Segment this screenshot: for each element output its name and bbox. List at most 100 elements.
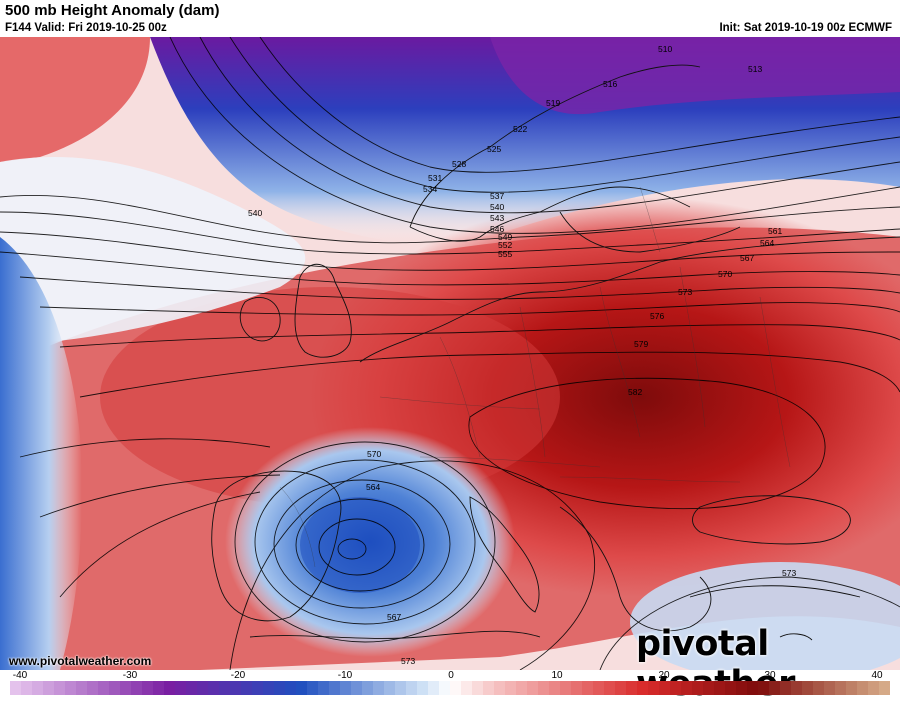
contour-label: 528 <box>452 159 466 169</box>
colorbar-swatch <box>824 681 836 695</box>
colorbar-swatch <box>582 681 594 695</box>
colorbar-swatch <box>846 681 858 695</box>
contour-label: 540 <box>490 202 504 212</box>
colorbar <box>10 681 890 695</box>
contour-label: 579 <box>634 339 648 349</box>
colorbar-swatch <box>505 681 517 695</box>
colorbar-swatch <box>197 681 209 695</box>
colorbar-tick: 40 <box>871 670 883 681</box>
contour-label: 546 <box>490 224 504 234</box>
colorbar-swatch <box>758 681 770 695</box>
colorbar-swatch <box>417 681 429 695</box>
contour-label: 564 <box>760 238 774 248</box>
colorbar-swatch <box>21 681 33 695</box>
contour-label: 564 <box>366 482 380 492</box>
contour-label: 534 <box>423 184 437 194</box>
colorbar-swatch <box>120 681 132 695</box>
colorbar-swatch <box>879 681 890 695</box>
colorbar-swatch <box>494 681 506 695</box>
colorbar-swatch <box>747 681 759 695</box>
colorbar-swatch <box>87 681 99 695</box>
colorbar-swatch <box>175 681 187 695</box>
colorbar-swatch <box>835 681 847 695</box>
contour-label: 531 <box>428 173 442 183</box>
colorbar-swatch <box>681 681 693 695</box>
colorbar-tick: 20 <box>658 670 670 681</box>
colorbar-swatch <box>186 681 198 695</box>
colorbar-swatch <box>76 681 88 695</box>
colorbar-swatch <box>637 681 649 695</box>
colorbar-tick: -40 <box>12 670 28 681</box>
colorbar-swatch <box>725 681 737 695</box>
colorbar-swatch <box>736 681 748 695</box>
colorbar-swatch <box>813 681 825 695</box>
contour-label: 570 <box>367 449 381 459</box>
colorbar-swatch <box>780 681 792 695</box>
contour-label: 576 <box>650 311 664 321</box>
colorbar-swatch <box>241 681 253 695</box>
contour-label: 525 <box>487 144 501 154</box>
colorbar-swatch <box>384 681 396 695</box>
colorbar-swatch <box>626 681 638 695</box>
colorbar-swatch <box>560 681 572 695</box>
colorbar-swatch <box>395 681 407 695</box>
colorbar-swatch <box>131 681 143 695</box>
contour-label: 510 <box>658 44 672 54</box>
contour-label: 561 <box>768 226 782 236</box>
contour-label: 555 <box>498 249 512 259</box>
colorbar-swatch <box>142 681 154 695</box>
colorbar-swatch <box>472 681 484 695</box>
colorbar-swatch <box>549 681 561 695</box>
colorbar-swatch <box>648 681 660 695</box>
contour-label: 543 <box>490 213 504 223</box>
colorbar-swatch <box>439 681 451 695</box>
colorbar-swatch <box>406 681 418 695</box>
colorbar-tick: 30 <box>764 670 776 681</box>
colorbar-swatch <box>428 681 440 695</box>
colorbar-swatch <box>769 681 781 695</box>
colorbar-tick: -20 <box>230 670 246 681</box>
colorbar-swatch <box>571 681 583 695</box>
colorbar-swatch <box>538 681 550 695</box>
colorbar-swatch <box>714 681 726 695</box>
contour-label: 582 <box>628 387 642 397</box>
colorbar-swatch <box>483 681 495 695</box>
contour-label: 549 <box>498 232 512 242</box>
colorbar-swatch <box>593 681 605 695</box>
contour-label: 513 <box>748 64 762 74</box>
colorbar-swatch <box>329 681 341 695</box>
colorbar-swatch <box>516 681 528 695</box>
colorbar-swatch <box>692 681 704 695</box>
colorbar-swatch <box>527 681 539 695</box>
colorbar-swatch <box>373 681 385 695</box>
colorbar-swatch <box>461 681 473 695</box>
colorbar-swatch <box>450 681 462 695</box>
colorbar-tick: -30 <box>122 670 138 681</box>
colorbar-swatch <box>670 681 682 695</box>
colorbar-swatch <box>307 681 319 695</box>
contour-label: 516 <box>603 79 617 89</box>
colorbar-tick: 0 <box>448 670 454 681</box>
colorbar-swatch <box>318 681 330 695</box>
map-title: 500 mb Height Anomaly (dam) <box>5 2 220 19</box>
colorbar-swatch <box>791 681 803 695</box>
website-url: www.pivotalweather.com <box>9 654 152 668</box>
colorbar-swatch <box>340 681 352 695</box>
colorbar-swatch <box>615 681 627 695</box>
contour-label: 537 <box>490 191 504 201</box>
colorbar-swatch <box>153 681 165 695</box>
colorbar-swatch <box>65 681 77 695</box>
colorbar-swatch <box>10 681 22 695</box>
colorbar-swatch <box>362 681 374 695</box>
colorbar-swatch <box>98 681 110 695</box>
colorbar-tick: 10 <box>551 670 563 681</box>
colorbar-swatch <box>285 681 297 695</box>
anomaly-map: 510 513 516 519 522 525 528 531 534 537 … <box>0 37 900 670</box>
contour-label: 567 <box>740 253 754 263</box>
colorbar-swatch <box>54 681 66 695</box>
colorbar-swatch <box>703 681 715 695</box>
colorbar-swatch <box>252 681 264 695</box>
colorbar-swatch <box>208 681 220 695</box>
contour-label: 573 <box>678 287 692 297</box>
colorbar-swatch <box>219 681 231 695</box>
